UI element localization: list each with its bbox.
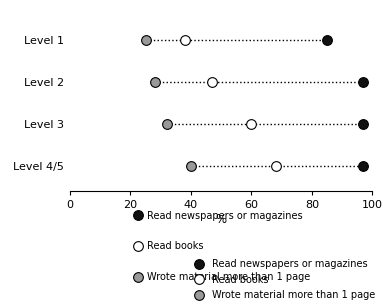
Text: Read books: Read books xyxy=(147,241,204,251)
Text: Wrote material more than 1 page: Wrote material more than 1 page xyxy=(147,272,311,282)
Text: Read newspapers or magazines: Read newspapers or magazines xyxy=(147,211,303,221)
Legend: Read newspapers or magazines, Read books, Wrote material more than 1 page: Read newspapers or magazines, Read books… xyxy=(189,259,375,300)
X-axis label: %: % xyxy=(216,213,227,226)
